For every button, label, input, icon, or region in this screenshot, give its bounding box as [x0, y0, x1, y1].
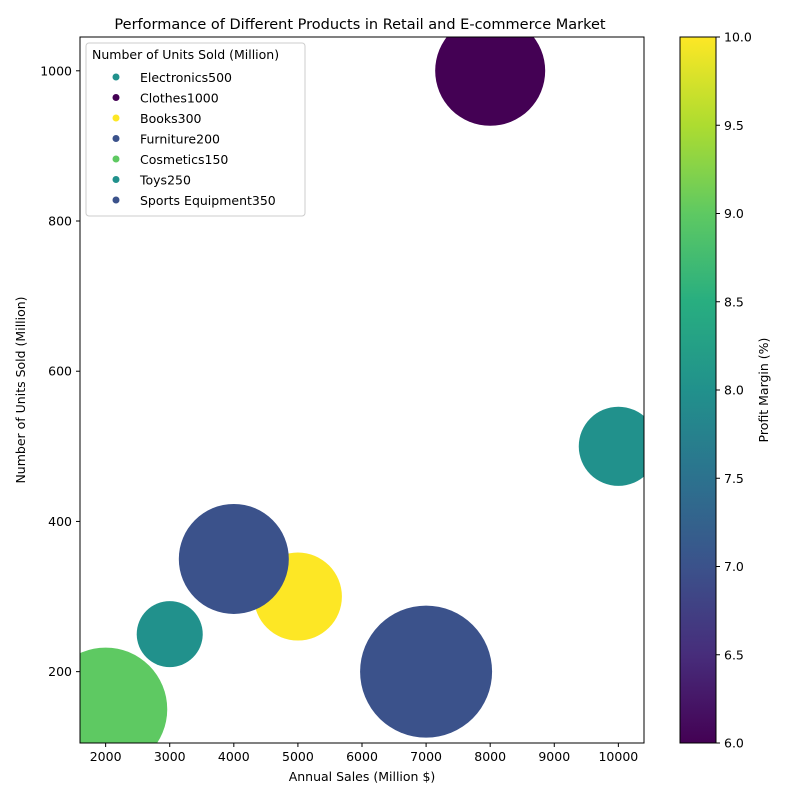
colorbar-tick-label-4: 8.0: [724, 383, 744, 398]
legend-marker-1: [112, 94, 120, 101]
y-axis-label: Number of Units Sold (Million): [13, 296, 28, 483]
bubble-5: [136, 601, 203, 668]
legend: Number of Units Sold (Million) Electroni…: [85, 42, 306, 217]
colorbar-tick-label-0: 6.0: [724, 736, 744, 751]
legend-label-2: Books300: [140, 111, 202, 126]
x-tick-label-0: 2000: [90, 749, 122, 764]
y-tick-label-0: 200: [48, 664, 72, 679]
y-tick-label-4: 1000: [40, 63, 72, 78]
colorbar-tick-label-1: 6.5: [724, 647, 744, 662]
bubble-4: [80, 647, 168, 743]
colorbar: 6.0 6.5 7.0 7.5 8.0 8.5 9.0 9.5 10.0 Profit Marg…: [679, 30, 771, 751]
legend-marker-2: [112, 114, 120, 122]
legend-label-3: Furniture200: [140, 132, 220, 147]
legend-marker-6: [112, 196, 120, 204]
bubble-6: [178, 503, 289, 614]
bubble-3: [360, 605, 493, 738]
colorbar-tick-label-3: 7.5: [724, 471, 744, 486]
colorbar-label: Profit Margin (%): [756, 338, 771, 443]
colorbar-tick-label-5: 8.5: [724, 294, 744, 309]
x-tick-label-1: 3000: [154, 749, 186, 764]
y-tick-label-2: 600: [48, 364, 72, 379]
legend-title: Number of Units Sold (Million): [92, 47, 279, 62]
colorbar-tick-label-7: 9.5: [724, 118, 744, 133]
colorbar-tick-label-6: 9.0: [724, 206, 744, 221]
x-axis-label: Annual Sales (Million $): [289, 769, 436, 784]
legend-label-6: Sports Equipment350: [140, 193, 276, 208]
legend-box: [85, 42, 306, 217]
bubble-1: [435, 37, 546, 126]
x-tick-label-8: 10000: [598, 749, 638, 764]
legend-label-1: Clothes1000: [140, 91, 219, 106]
y-axis-ticks: 200 400 600 800 1000: [40, 63, 80, 679]
x-tick-label-3: 5000: [282, 749, 314, 764]
x-tick-label-5: 7000: [410, 749, 442, 764]
y-tick-label-1: 400: [48, 514, 72, 529]
legend-marker-5: [112, 176, 120, 183]
bubble-layer: [80, 37, 644, 743]
x-tick-label-6: 8000: [474, 749, 506, 764]
legend-label-4: Cosmetics150: [140, 152, 228, 167]
y-tick-label-3: 800: [48, 214, 72, 229]
colorbar-tick-label-2: 7.0: [724, 559, 744, 574]
chart-title: Performance of Different Products in Ret…: [114, 17, 605, 33]
bubble-0: [578, 406, 644, 486]
legend-marker-4: [112, 155, 120, 163]
legend-marker-0: [112, 73, 120, 81]
colorbar-tick-label-8: 10.0: [724, 30, 752, 45]
legend-label-0: Electronics500: [140, 70, 232, 85]
legend-marker-3: [112, 135, 120, 142]
x-tick-label-7: 9000: [538, 749, 570, 764]
legend-label-5: Toys250: [139, 173, 191, 188]
x-tick-label-4: 6000: [346, 749, 378, 764]
colorbar-gradient: [679, 36, 717, 744]
x-axis-ticks: 2000 3000 4000 5000 6000 7000 8000 9000 10000: [90, 743, 638, 764]
x-tick-label-2: 4000: [218, 749, 250, 764]
plot-frame: [79, 36, 645, 744]
